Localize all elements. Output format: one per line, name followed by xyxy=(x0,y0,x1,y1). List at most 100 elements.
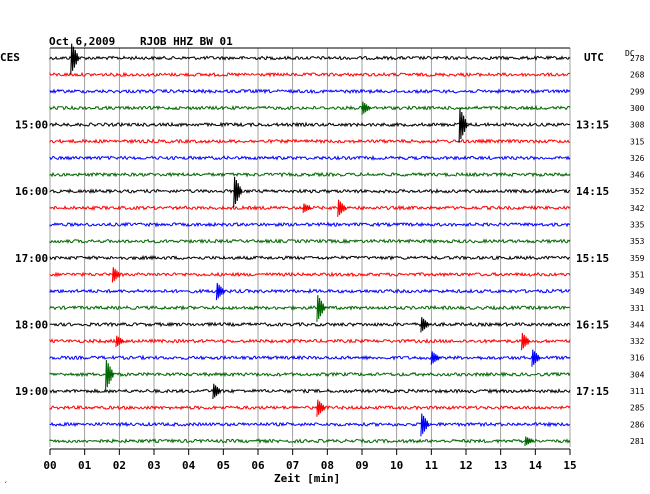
left-time-label: 15:00 xyxy=(15,119,48,132)
seismic-event xyxy=(520,332,531,351)
seismic-event xyxy=(420,413,430,437)
dc-value: 342 xyxy=(630,204,645,213)
dc-value: 299 xyxy=(630,87,645,96)
dc-value: 278 xyxy=(630,54,645,63)
left-zone-label: CES xyxy=(0,51,20,64)
x-tick-label: 02 xyxy=(113,459,126,472)
x-tick-label: 06 xyxy=(251,459,265,472)
dc-value: 308 xyxy=(630,121,645,130)
x-tick-label: 03 xyxy=(147,459,160,472)
dc-value: 326 xyxy=(630,154,645,163)
x-tick-label: 04 xyxy=(182,459,196,472)
x-axis: 00 01 02 03 04 05 06 07 08 09 10 11 12 13 14 15 xyxy=(43,448,577,472)
dc-value: 353 xyxy=(630,237,645,246)
dc-value: 359 xyxy=(630,254,645,263)
seismic-event xyxy=(70,43,80,75)
seismic-event xyxy=(524,436,534,447)
x-tick-label: 05 xyxy=(217,459,230,472)
seismic-trace xyxy=(49,438,571,444)
seismic-event xyxy=(104,359,115,391)
dc-value: 311 xyxy=(630,387,645,396)
seismic-event xyxy=(111,267,122,283)
x-tick-label: 07 xyxy=(286,459,299,472)
seismic-trace xyxy=(49,221,571,228)
seismic-trace xyxy=(49,321,571,328)
seismic-event xyxy=(361,101,371,116)
seismic-event xyxy=(215,282,226,301)
dc-value: 268 xyxy=(630,71,645,80)
dc-header-label: DC xyxy=(625,49,635,58)
seismic-trace xyxy=(49,404,571,411)
x-tick-label: 11 xyxy=(425,459,439,472)
right-time-label: 17:15 xyxy=(576,385,609,398)
dc-value: 335 xyxy=(630,221,645,230)
seismic-trace xyxy=(49,421,571,428)
left-time-label: 18:00 xyxy=(15,318,48,331)
dc-value: 351 xyxy=(630,270,645,279)
time-labels: 15:00 16:00 17:00 18:00 19:00 13:15 14:15 15:15… xyxy=(15,54,645,446)
seismic-trace xyxy=(49,354,571,361)
x-tick-label: 15 xyxy=(563,459,576,472)
dc-value: 285 xyxy=(630,404,645,413)
dc-value: 300 xyxy=(630,104,645,113)
right-time-label: 15:15 xyxy=(576,252,609,265)
seismic-trace xyxy=(49,121,571,128)
left-time-label: 19:00 xyxy=(15,385,48,398)
x-tick-label: 10 xyxy=(390,459,403,472)
seismic-trace xyxy=(49,388,571,394)
x-axis-label: Zeit [min] xyxy=(274,472,340,485)
seismic-event xyxy=(316,295,326,322)
seismic-trace xyxy=(49,238,571,245)
left-time-label: 16:00 xyxy=(15,185,48,198)
seismic-trace xyxy=(49,104,571,111)
footer-mark: ´ xyxy=(3,480,8,490)
seismic-trace xyxy=(49,171,571,178)
station-label: RJOB HHZ BW 01 xyxy=(140,35,233,48)
dc-value: 281 xyxy=(630,437,645,446)
left-time-label: 17:00 xyxy=(15,252,48,265)
seismic-trace xyxy=(49,254,571,261)
dc-value: 316 xyxy=(630,354,645,363)
dc-value: 315 xyxy=(630,137,645,146)
time-grid xyxy=(49,47,571,447)
seismic-trace xyxy=(49,371,571,378)
seismic-trace xyxy=(49,154,571,161)
seismic-event xyxy=(337,199,347,217)
seismic-event xyxy=(316,399,326,417)
dc-value: 286 xyxy=(630,420,645,429)
x-tick-label: 00 xyxy=(43,459,56,472)
seismic-event xyxy=(302,203,312,213)
seismic-event xyxy=(420,317,430,333)
trace-group xyxy=(49,43,571,447)
dc-value: 346 xyxy=(630,171,645,180)
seismic-trace xyxy=(49,55,571,61)
dc-value: 349 xyxy=(630,287,645,296)
seismic-event xyxy=(458,108,468,143)
dc-value: 304 xyxy=(630,370,645,379)
seismic-trace xyxy=(49,88,571,95)
dc-value: 344 xyxy=(630,320,645,329)
dc-value: 332 xyxy=(630,337,645,346)
x-tick-label: 08 xyxy=(321,459,334,472)
seismic-trace xyxy=(49,287,571,294)
right-time-label: 16:15 xyxy=(576,318,609,331)
right-time-label: 13:15 xyxy=(576,119,609,132)
seismic-event xyxy=(430,351,440,365)
seismic-trace xyxy=(49,204,571,212)
seismic-event xyxy=(115,335,125,348)
x-tick-label: 13 xyxy=(494,459,507,472)
right-zone-label: UTC xyxy=(584,51,604,64)
dc-value: 331 xyxy=(630,304,645,313)
seismic-trace xyxy=(49,138,571,145)
seismic-event xyxy=(233,176,243,208)
seismic-event xyxy=(531,349,541,367)
x-tick-label: 09 xyxy=(355,459,368,472)
seismic-trace xyxy=(49,188,571,195)
seismic-trace xyxy=(49,304,571,311)
right-time-label: 14:15 xyxy=(576,185,609,198)
seismic-trace xyxy=(49,71,571,78)
seismic-trace xyxy=(49,337,571,344)
x-tick-label: 12 xyxy=(459,459,472,472)
seismic-event xyxy=(212,383,222,400)
